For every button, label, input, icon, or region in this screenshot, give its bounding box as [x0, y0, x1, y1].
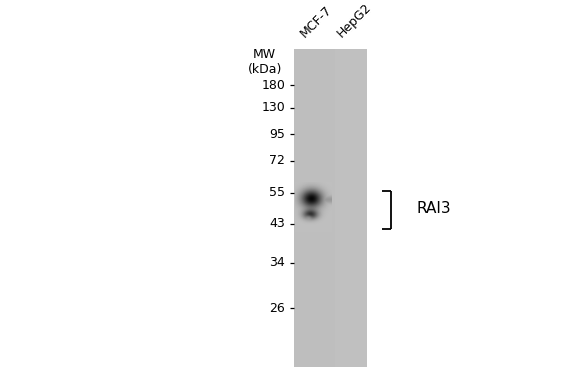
Text: 34: 34 [269, 256, 285, 269]
Text: 130: 130 [261, 101, 285, 114]
Text: HepG2: HepG2 [334, 0, 374, 40]
Bar [294, 49, 367, 367]
Bar [294, 49, 335, 367]
Text: MW: MW [253, 48, 276, 61]
Text: (kDa): (kDa) [247, 64, 282, 76]
Text: 180: 180 [261, 79, 285, 91]
Text: 55: 55 [269, 186, 285, 199]
Text: 72: 72 [269, 154, 285, 167]
Text: MCF-7: MCF-7 [298, 3, 335, 40]
Text: 43: 43 [269, 217, 285, 230]
Text: RAI3: RAI3 [416, 201, 450, 216]
Text: 26: 26 [269, 302, 285, 314]
Text: 95: 95 [269, 128, 285, 141]
